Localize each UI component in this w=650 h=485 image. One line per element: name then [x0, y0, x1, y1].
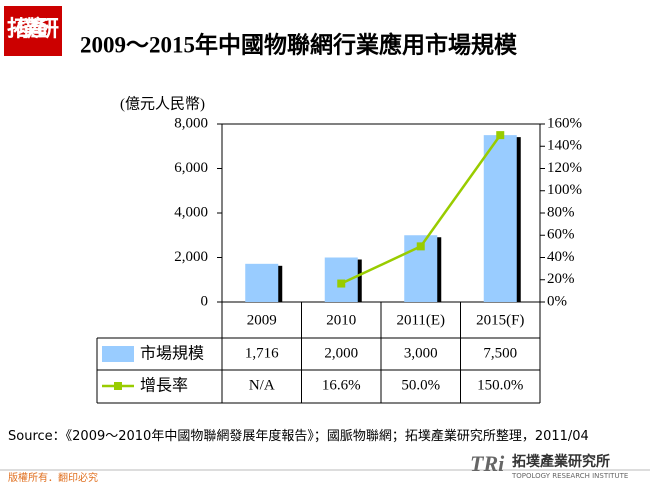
- y2-tick-label: 20%: [547, 271, 575, 287]
- table-value: N/A: [249, 377, 275, 393]
- y-tick-label: 4,000: [174, 204, 208, 220]
- logo-box: [4, 6, 62, 56]
- logo: 拓墣產研: [7, 16, 59, 41]
- table-value: 2,000: [324, 345, 358, 361]
- y-axis-label: (億元人民幣): [120, 95, 205, 112]
- y2-tick-label: 80%: [547, 204, 575, 220]
- source: Source：《2009～2010年中國物聯網發展年度報告》；國脈物聯網；拓墣產…: [8, 429, 589, 444]
- legend-label: 增長率: [140, 376, 188, 395]
- line-marker: [416, 242, 425, 251]
- y-tick-label: 6,000: [174, 160, 208, 176]
- table-value: 3,000: [404, 345, 438, 361]
- y-tick-label: 2,000: [174, 249, 208, 265]
- bar: [483, 135, 517, 302]
- bar: [245, 263, 279, 302]
- table-value: 1,716: [245, 345, 279, 361]
- x-tick-label: 2015(F): [476, 312, 524, 328]
- y2-tick-label: 160%: [547, 115, 582, 131]
- table-value: 50.0%: [401, 377, 440, 393]
- y2-tick-label: 140%: [547, 138, 582, 154]
- table-value: 16.6%: [322, 377, 361, 393]
- legend-marker: [114, 382, 122, 390]
- line-marker: [337, 279, 346, 288]
- x-tick-label: 2009: [247, 312, 277, 328]
- x-tick-label: 2011(E): [396, 312, 445, 328]
- brand-name: 拓墣產業研究所: [512, 453, 610, 470]
- brand-mark: TRi: [470, 451, 505, 476]
- y2-tick-label: 40%: [547, 249, 575, 265]
- legend-label: 市場規模: [140, 344, 204, 363]
- y2-tick-label: 120%: [547, 160, 582, 176]
- x-tick-label: 2010: [326, 312, 356, 328]
- line-marker: [496, 131, 505, 140]
- y2-tick-label: 60%: [547, 227, 575, 243]
- chart-title: 2009～2015年中國物聯網行業應用市場規模: [80, 31, 518, 57]
- table-value: 150.0%: [477, 377, 523, 393]
- y2-tick-label: 0%: [547, 293, 567, 309]
- y-tick-label: 0: [201, 293, 209, 309]
- footer: 版權所有．翻印必究: [8, 471, 98, 484]
- legend-swatch: [102, 346, 134, 362]
- y2-tick-label: 100%: [547, 182, 582, 198]
- y-tick-label: 8,000: [174, 115, 208, 131]
- brand-sub: TOPOLOGY RESEARCH INSTITUTE: [511, 472, 628, 480]
- table-value: 7,500: [483, 345, 517, 361]
